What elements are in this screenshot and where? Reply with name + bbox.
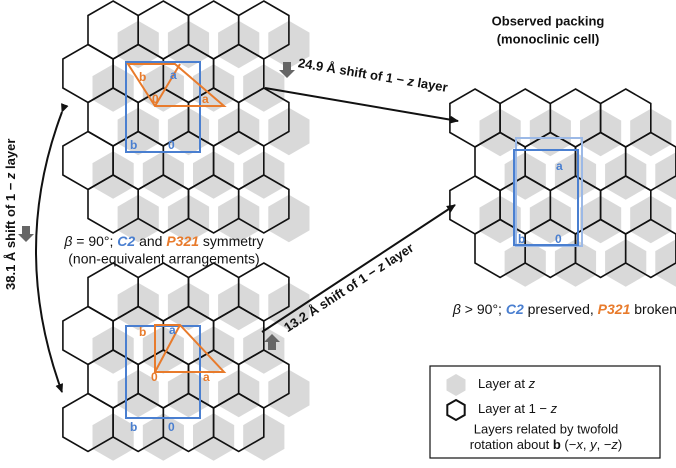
arrow xyxy=(261,204,456,333)
text: P321 xyxy=(598,301,631,317)
legend-swatch xyxy=(446,374,466,396)
text: ) xyxy=(618,437,622,452)
text: > 90°; xyxy=(461,301,506,317)
text: z xyxy=(528,376,536,391)
arrow xyxy=(35,103,69,393)
layer-1-z xyxy=(237,174,290,234)
cell-label: 0 xyxy=(151,370,158,384)
layer-z xyxy=(655,152,676,200)
cell-label: a xyxy=(203,370,210,384)
cell-label: 0 xyxy=(555,232,562,246)
text: 38.1 Å shift of 1 − xyxy=(3,179,18,290)
text: C2 xyxy=(117,233,135,249)
text: layer xyxy=(380,240,417,271)
arrow-label: 38.1 Å shift of 1 − z layer xyxy=(3,139,18,290)
lattice xyxy=(62,0,310,243)
orange-edge xyxy=(154,63,181,107)
text: z xyxy=(610,437,618,452)
text: y xyxy=(589,437,598,452)
cell-label: 0 xyxy=(152,92,159,106)
title-line: (monoclinic cell) xyxy=(497,31,600,46)
up-icon xyxy=(264,334,280,350)
cell-label: 0 xyxy=(168,138,175,152)
text: Layer at xyxy=(478,376,529,391)
lattice xyxy=(449,88,676,287)
orange-edge xyxy=(154,324,181,373)
text: 24.9 Å shift of 1 − xyxy=(297,56,409,89)
legend-box xyxy=(429,365,661,459)
text: layer xyxy=(413,75,449,95)
text: preserved, xyxy=(524,301,598,317)
cell-top: b a 0 a b 0 xyxy=(125,61,227,153)
text: , − xyxy=(597,437,612,452)
cell-label: b xyxy=(130,420,137,434)
text: β xyxy=(452,301,461,317)
arrow-label: 24.9 Å shift of 1 − z layer xyxy=(297,56,449,96)
caption: β = 90°; C2 and P321 symmetry xyxy=(63,233,263,249)
layer-z xyxy=(655,239,676,287)
layer-1-z xyxy=(212,392,265,453)
lattice xyxy=(62,262,310,461)
cell-observed: a b 0 xyxy=(513,137,583,247)
text: z xyxy=(3,172,18,180)
cell-label: a xyxy=(169,323,176,337)
legend-label: Layer at z xyxy=(478,376,536,391)
text: β xyxy=(63,233,72,249)
text: b xyxy=(553,437,561,452)
text: layer xyxy=(3,139,18,173)
legend: Layer at z Layer at 1 − z Layers related… xyxy=(429,365,661,459)
text: broken xyxy=(630,301,676,317)
legend-note: Layers related by twofold xyxy=(474,421,619,436)
text: P321 xyxy=(166,233,199,249)
down-icon xyxy=(279,62,295,78)
text: Layer at 1 − xyxy=(478,401,551,416)
orange-cell xyxy=(126,63,227,107)
text: x xyxy=(575,437,583,452)
cell-label: b xyxy=(518,232,525,246)
caption: (non-equivalent arrangements) xyxy=(68,251,259,267)
cell-label: b xyxy=(130,138,137,152)
text: = 90°; xyxy=(72,233,117,249)
arrow xyxy=(264,87,459,124)
cell-label: b xyxy=(139,70,146,84)
text: symmetry xyxy=(199,233,264,249)
text: z xyxy=(405,74,415,90)
caption: β > 90°; C2 preserved, P321 broken xyxy=(452,301,676,317)
arrow-label: 13.2 Å shift of 1 − z layer xyxy=(281,240,416,335)
text: (− xyxy=(561,437,577,452)
title-line: Observed packing xyxy=(492,13,605,28)
cell-label: a xyxy=(556,159,563,173)
text: C2 xyxy=(506,301,524,317)
legend-label: Layer at 1 − z xyxy=(478,401,558,416)
cell-bottom: b a 0 a b 0 xyxy=(125,323,227,434)
orange-cell xyxy=(154,324,227,373)
down-icon xyxy=(18,226,34,242)
cell-label: a xyxy=(202,92,209,106)
legend-swatch xyxy=(446,398,466,422)
legend-note: rotation about b (−x, y, −z) xyxy=(470,437,623,452)
text: and xyxy=(135,233,166,249)
cell-label: a xyxy=(170,68,177,82)
cell-label: b xyxy=(139,325,146,339)
blue-cell xyxy=(513,149,579,246)
text: z xyxy=(550,401,558,416)
cell-label: 0 xyxy=(168,420,175,434)
text: , xyxy=(583,437,590,452)
text: rotation about xyxy=(470,437,553,452)
